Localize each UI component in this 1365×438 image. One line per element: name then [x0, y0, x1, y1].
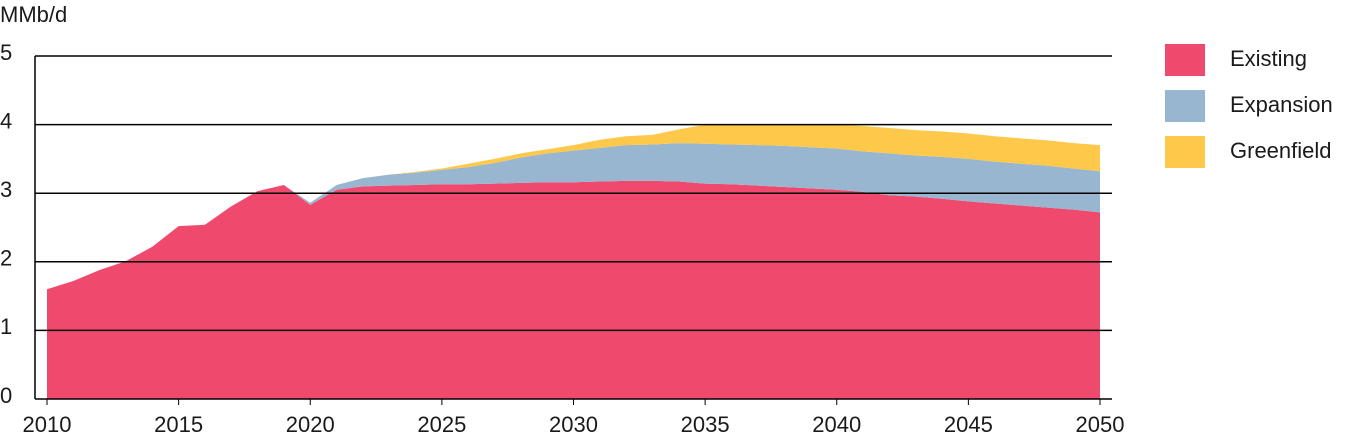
y-tick-label: 0 [0, 383, 12, 408]
areas [47, 124, 1100, 399]
y-tick-label: 2 [0, 246, 12, 271]
area [47, 124, 1100, 290]
x-tick-label: 2040 [812, 412, 861, 437]
x-tick-label: 2045 [944, 412, 993, 437]
x-tick-label: 2035 [681, 412, 730, 437]
y-tick-label: 3 [0, 177, 12, 202]
y-tick-label: 1 [0, 314, 12, 339]
legend-swatch [1165, 136, 1205, 168]
legend-label: Greenfield [1230, 138, 1332, 163]
area [47, 143, 1100, 290]
x-tick-label: 2030 [549, 412, 598, 437]
y-tick-label: 5 [0, 40, 12, 65]
y-axis-label: MMb/d [0, 2, 67, 27]
x-tick-label: 2050 [1076, 412, 1125, 437]
legend-swatch [1165, 44, 1205, 76]
legend-label: Expansion [1230, 92, 1333, 117]
x-tick-label: 2025 [417, 412, 466, 437]
x-tick-label: 2015 [154, 412, 203, 437]
y-tick-label: 4 [0, 108, 12, 133]
x-tick-label: 2010 [23, 412, 72, 437]
legend-swatch [1165, 90, 1205, 122]
x-tick-label: 2020 [286, 412, 335, 437]
area [47, 180, 1100, 399]
legend-label: Existing [1230, 46, 1307, 71]
